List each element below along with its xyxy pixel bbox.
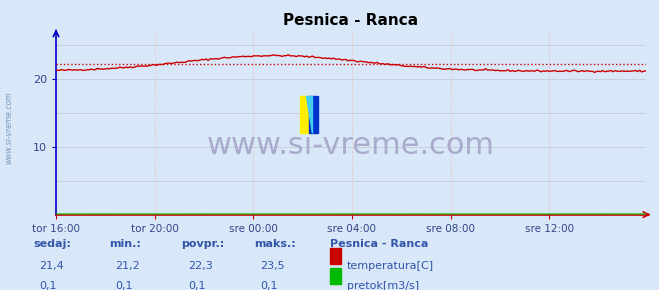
Text: 21,4: 21,4 (40, 261, 65, 271)
Text: www.si-vreme.com: www.si-vreme.com (207, 131, 495, 160)
Text: temperatura[C]: temperatura[C] (347, 261, 434, 271)
Text: pretok[m3/s]: pretok[m3/s] (347, 281, 418, 290)
Text: min.:: min.: (109, 239, 140, 249)
Text: www.si-vreme.com: www.si-vreme.com (4, 91, 13, 164)
Text: 21,2: 21,2 (115, 261, 140, 271)
Text: 23,5: 23,5 (260, 261, 285, 271)
Text: maks.:: maks.: (254, 239, 295, 249)
Text: sedaj:: sedaj: (33, 239, 71, 249)
Text: Pesnica - Ranca: Pesnica - Ranca (330, 239, 428, 249)
Title: Pesnica - Ranca: Pesnica - Ranca (283, 13, 418, 28)
Text: 0,1: 0,1 (260, 281, 278, 290)
Text: 0,1: 0,1 (115, 281, 133, 290)
Text: 0,1: 0,1 (188, 281, 206, 290)
Text: povpr.:: povpr.: (181, 239, 225, 249)
Text: 0,1: 0,1 (40, 281, 57, 290)
Text: 22,3: 22,3 (188, 261, 213, 271)
